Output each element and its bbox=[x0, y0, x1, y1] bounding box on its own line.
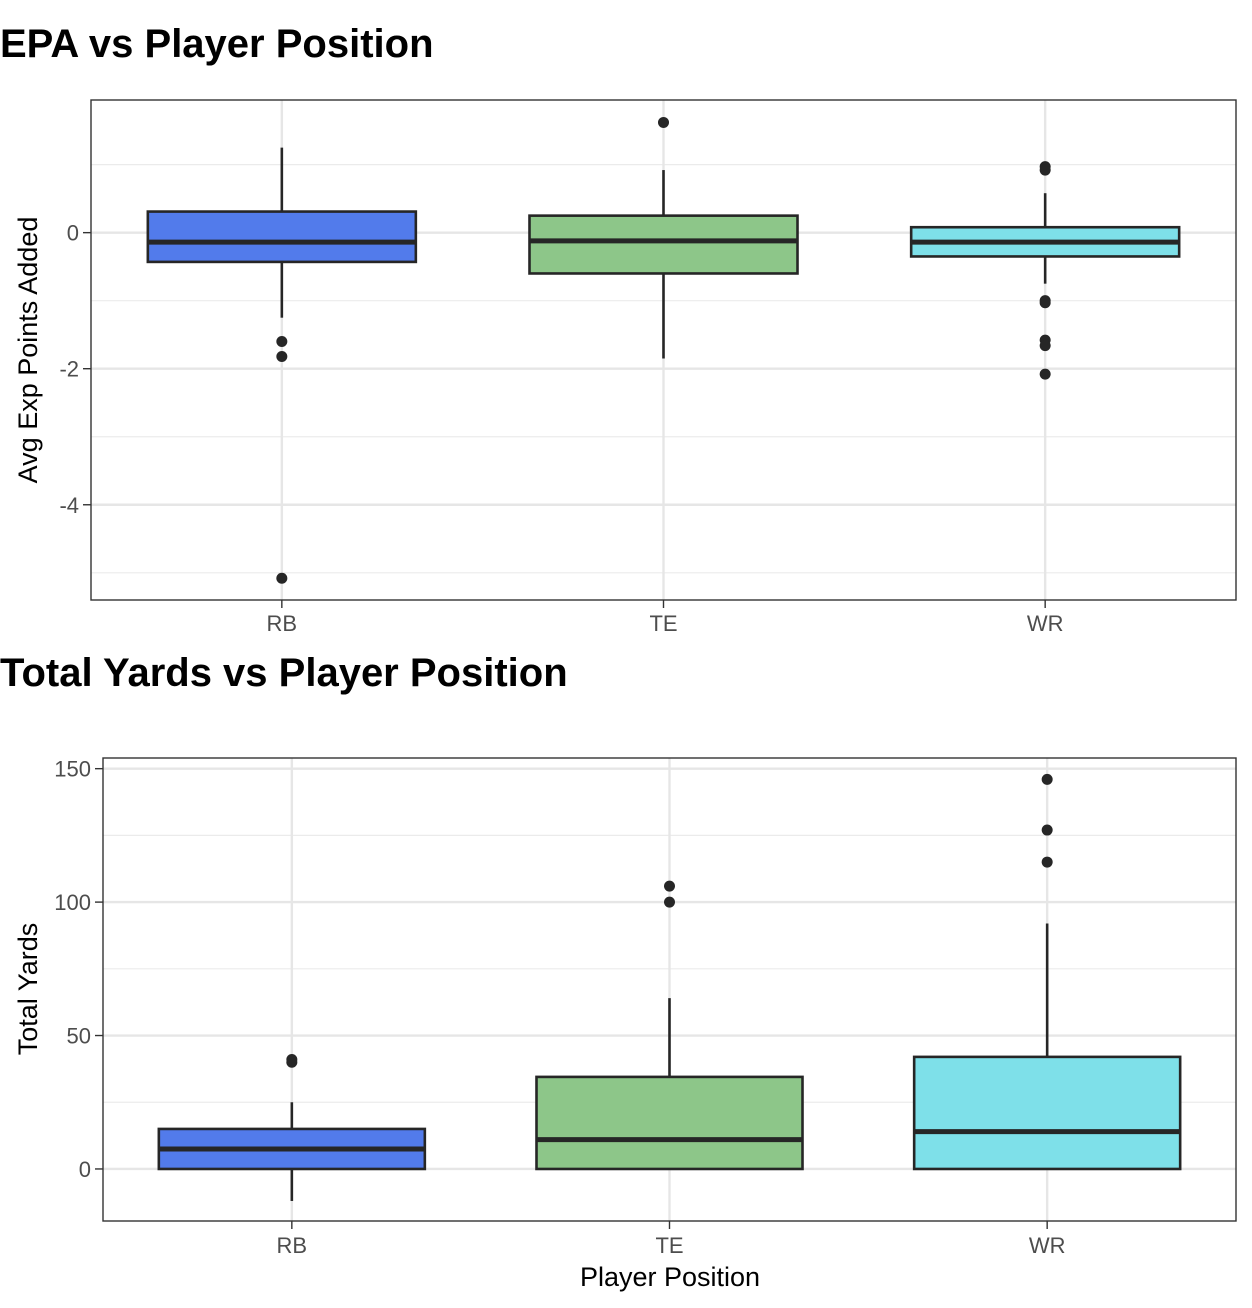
epa-chart-title: EPA vs Player Position bbox=[0, 22, 434, 66]
yards-chart: 0 50 100 150 RB TE WR Total Yards vs Player Po… bbox=[0, 651, 1237, 1292]
outlier-point bbox=[1039, 340, 1051, 352]
y-tick-label: -4 bbox=[59, 493, 79, 518]
outlier-point bbox=[658, 116, 669, 128]
outlier-point bbox=[276, 335, 288, 347]
outlier-point bbox=[664, 896, 675, 908]
yards-y-axis-title: Total Yards bbox=[13, 923, 43, 1056]
x-tick-label: RB bbox=[267, 611, 298, 636]
yards-x-axis-title: Player Position bbox=[580, 1262, 760, 1292]
yards-chart-title: Total Yards vs Player Position bbox=[0, 651, 568, 695]
outlier-point bbox=[286, 1056, 298, 1068]
outlier-point bbox=[1039, 164, 1051, 176]
outlier-point bbox=[1039, 297, 1051, 309]
y-tick-label: 50 bbox=[67, 1024, 91, 1049]
box-rb bbox=[157, 1054, 427, 1201]
plot-area-1: 0 50 100 150 RB TE WR bbox=[54, 757, 1237, 1258]
outlier-point bbox=[276, 572, 288, 584]
box-rb bbox=[146, 147, 418, 584]
box-wr bbox=[909, 161, 1181, 380]
x-tick-label: TE bbox=[649, 611, 677, 636]
outlier-point bbox=[1041, 824, 1053, 836]
outlier-point bbox=[664, 880, 675, 892]
epa-y-axis-title: Avg Exp Points Added bbox=[13, 217, 43, 484]
y-tick-label: 100 bbox=[54, 890, 91, 915]
x-tick-label: TE bbox=[655, 1233, 683, 1258]
y-tick-label: 0 bbox=[67, 221, 79, 246]
x-tick-label: WR bbox=[1027, 611, 1064, 636]
box-body bbox=[535, 1075, 804, 1171]
y-tick-label: 150 bbox=[54, 757, 91, 782]
box-body bbox=[912, 1055, 1182, 1171]
outlier-point bbox=[1041, 773, 1053, 785]
x-tick-label: RB bbox=[277, 1233, 308, 1258]
box-body bbox=[146, 210, 418, 264]
x-tick-label: WR bbox=[1029, 1233, 1066, 1258]
outlier-point bbox=[276, 350, 288, 362]
outlier-point bbox=[1039, 368, 1051, 380]
box-wr bbox=[912, 773, 1182, 1171]
plot-area-0: 0 -2 -4 RB TE WR bbox=[59, 99, 1237, 636]
epa-chart: 0 -2 -4 RB TE WR EPA vs Player Position Avg E… bbox=[0, 22, 1237, 636]
box-body bbox=[528, 214, 799, 275]
y-tick-label: 0 bbox=[79, 1157, 91, 1182]
y-tick-label: -2 bbox=[59, 357, 79, 382]
box-te bbox=[535, 880, 804, 1171]
outlier-point bbox=[1041, 856, 1053, 868]
box-te bbox=[528, 116, 799, 359]
